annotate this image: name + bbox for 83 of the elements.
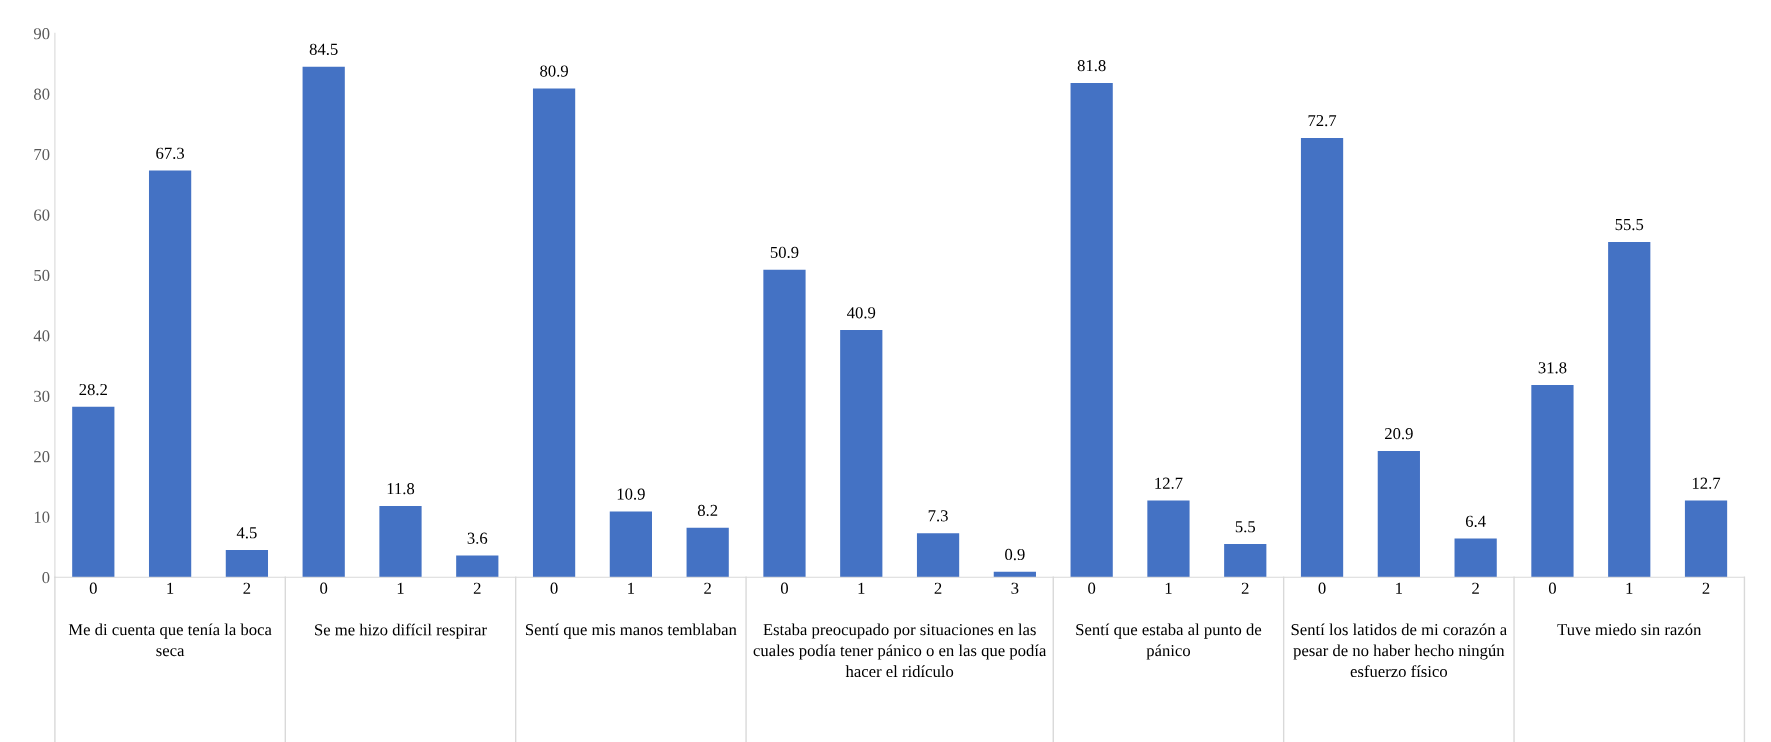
data-label: 4.5 <box>236 527 257 539</box>
x-tick-label: 1 <box>167 582 174 594</box>
data-label: 8.2 <box>697 504 718 517</box>
x-tick-label: 0 <box>89 582 97 594</box>
x-tick-label: 2 <box>1702 582 1710 594</box>
bar <box>379 505 422 578</box>
data-label: 31.8 <box>1538 362 1567 374</box>
text: Me di cuenta que tenía la boca seca <box>68 623 272 657</box>
data-label: 6.4 <box>1465 515 1486 527</box>
data-label: 28.2 <box>79 383 107 396</box>
bar <box>1224 544 1267 578</box>
x-tick-label: 2 <box>1472 582 1479 594</box>
bar <box>1454 538 1497 578</box>
text: Sentí los latidos de mi corazón a pesar de no haber hecho ningún esfuerzo físico <box>1291 623 1507 678</box>
bar <box>1531 385 1574 578</box>
x-tick-label: 2 <box>1241 582 1249 594</box>
y-tick-label: 10 <box>34 511 50 523</box>
bar <box>1300 137 1344 578</box>
text: Estaba preocupado por situaciones en las cuales podía tener pánico o en las que podía hacer el ridículo <box>753 623 1047 678</box>
data-label: 7.3 <box>928 510 948 522</box>
y-tick-label: 60 <box>34 209 50 221</box>
bar <box>1684 500 1728 578</box>
bar <box>456 555 499 578</box>
data-label: 12.7 <box>1692 477 1721 489</box>
x-tick-label: 0 <box>1318 582 1326 594</box>
y-tick-label: 70 <box>34 148 50 161</box>
bar <box>840 330 883 578</box>
bar <box>1147 500 1190 578</box>
bar <box>916 533 960 578</box>
data-label: 0.9 <box>1005 548 1025 561</box>
data-label: 50.9 <box>770 246 799 259</box>
y-tick-label: 30 <box>34 390 50 402</box>
y-tick-label: 20 <box>34 451 50 463</box>
bar <box>1377 450 1420 578</box>
bar <box>609 511 652 578</box>
x-tick-label: 1 <box>628 582 635 594</box>
x-tick-label: 1 <box>1626 582 1633 594</box>
bar <box>148 170 192 578</box>
x-tick-label: 0 <box>550 582 558 594</box>
data-label: 12.7 <box>1155 477 1183 489</box>
bar <box>1608 241 1651 578</box>
y-tick-label: 0 <box>42 571 50 584</box>
x-tick-label: 2 <box>704 582 711 594</box>
bar <box>302 66 345 578</box>
y-tick-label: 90 <box>33 28 50 40</box>
x-tick-label: 1 <box>1396 582 1403 594</box>
text: Se me hizo difícil respirar <box>315 623 487 639</box>
data-label: 10.9 <box>617 488 645 500</box>
data-label: 11.8 <box>387 483 415 495</box>
text: Tuve miedo sin razón <box>1557 623 1702 636</box>
bar <box>532 88 576 578</box>
data-label: 81.8 <box>1077 59 1106 72</box>
x-tick-label: 1 <box>858 582 865 594</box>
x-tick-label: 0 <box>320 582 328 594</box>
data-label: 72.7 <box>1308 115 1337 127</box>
data-label: 80.9 <box>540 65 568 77</box>
x-tick-label: 2 <box>473 582 481 594</box>
y-tick-label: 40 <box>33 330 50 342</box>
data-label: 20.9 <box>1385 428 1413 440</box>
data-label: 67.3 <box>156 147 185 159</box>
y-tick-label: 50 <box>34 269 50 282</box>
bar <box>1070 82 1113 578</box>
x-tick-label: 1 <box>1165 582 1172 594</box>
text: Sentí que mis manos temblaban <box>525 623 737 639</box>
x-tick-label: 0 <box>780 582 788 594</box>
bar <box>72 406 115 578</box>
bar <box>993 571 1036 578</box>
text: Sentí que estaba al punto de pánico <box>1076 623 1262 660</box>
x-tick-label: 2 <box>934 582 942 594</box>
bar <box>225 550 269 578</box>
bar <box>686 527 729 578</box>
bar <box>763 269 806 578</box>
y-tick-label: 80 <box>34 88 50 100</box>
x-tick-label: 3 <box>1011 582 1019 594</box>
data-label: 40.9 <box>847 307 876 319</box>
data-label: 84.5 <box>309 43 338 55</box>
data-label: 3.6 <box>467 532 488 544</box>
data-label: 5.5 <box>1235 521 1256 533</box>
data-label: 55.5 <box>1615 219 1644 231</box>
x-tick-label: 0 <box>1548 582 1556 594</box>
x-tick-label: 2 <box>243 582 251 594</box>
x-tick-label: 1 <box>397 582 404 594</box>
x-tick-label: 0 <box>1088 582 1096 594</box>
